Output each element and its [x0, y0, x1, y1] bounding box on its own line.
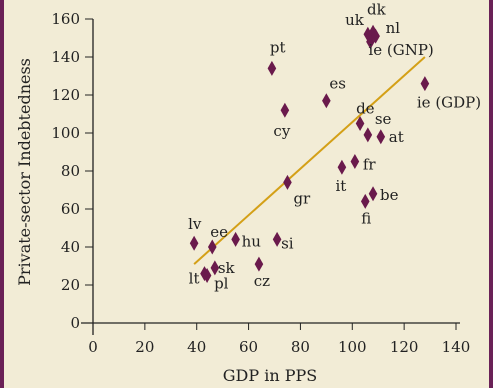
x-tick-label: 80: [291, 338, 310, 356]
data-point-cy: [280, 102, 290, 118]
trendline-group: [193, 56, 426, 265]
data-point-it: [337, 159, 347, 175]
point-label: be: [380, 186, 399, 204]
point-label: sk: [218, 259, 236, 277]
data-point-se: [363, 127, 373, 143]
point-label: lt: [189, 270, 200, 288]
point-label: pl: [214, 275, 229, 293]
y-tick-label: 120: [51, 86, 80, 104]
x-tick-label: 120: [390, 338, 419, 356]
point-label: at: [389, 128, 404, 146]
scatter-chart: 0 20 40 60 80 100 120 140020406080100120140160 …: [15, 0, 481, 385]
x-tick-label: 0: [88, 338, 98, 356]
trendline: [193, 56, 426, 265]
point-label: ie (GDP): [417, 94, 481, 112]
point-label: lv: [188, 215, 202, 233]
point-label: fi: [361, 209, 371, 227]
point-label: nl: [386, 19, 401, 37]
point-label: ie (GNP): [368, 41, 433, 59]
y-tick-label: 0: [70, 314, 80, 332]
x-tick-label: 20: [135, 338, 154, 356]
y-axis-title: Private-sector Indebtedness: [15, 58, 34, 286]
y-tick-label: 140: [51, 48, 80, 66]
point-label: it: [336, 177, 347, 195]
data-point-pt: [267, 60, 277, 76]
point-label: es: [329, 75, 346, 93]
x-tick-label: 60: [239, 338, 258, 356]
y-tick-label: 100: [51, 124, 80, 142]
point-label: hu: [242, 232, 262, 250]
data-point-be: [368, 186, 378, 202]
point-label: cz: [254, 272, 270, 290]
point-label: ee: [210, 223, 228, 241]
point-label: uk: [345, 11, 365, 29]
data-point-ieGDP: [420, 76, 430, 92]
y-tick-label: 20: [61, 276, 80, 294]
point-label: se: [375, 110, 392, 128]
axes: 0 20 40 60 80 100 120 140 0 20 40 60 80 100 120 140 160: [51, 10, 470, 356]
data-point-ieGNP: [366, 34, 375, 50]
y-tick-label: 160: [51, 10, 80, 28]
data-point-es: [322, 93, 331, 109]
data-point-pl: [202, 268, 212, 283]
point-label: fr: [363, 156, 377, 174]
data-point-ee: [207, 239, 217, 255]
data-point-hu: [231, 231, 240, 247]
x-tick-label: 100: [338, 338, 367, 356]
point-label: si: [281, 234, 294, 252]
data-point-lv: [189, 235, 199, 251]
y-tick-label: 80: [61, 162, 80, 180]
point-label: gr: [293, 189, 311, 207]
x-axis-title: GDP in PPS: [223, 366, 317, 385]
point-label: de: [356, 100, 375, 118]
point-label: dk: [367, 0, 387, 18]
x-tick-label: 140: [442, 338, 471, 356]
point-label: pt: [270, 38, 286, 56]
y-tick-label: 60: [61, 200, 80, 218]
data-point-si: [272, 231, 282, 247]
data-point-fr: [350, 154, 360, 169]
data-point-cz: [254, 256, 264, 272]
data-points: [189, 24, 430, 283]
y-tick-label: 40: [61, 238, 80, 256]
point-label: cy: [273, 122, 290, 140]
data-point-sk: [210, 260, 220, 276]
data-point-fi: [360, 193, 370, 209]
data-point-at: [376, 129, 386, 145]
data-point-gr: [283, 174, 292, 190]
data-point-de: [355, 116, 365, 131]
x-tick-label: 40: [187, 338, 206, 356]
